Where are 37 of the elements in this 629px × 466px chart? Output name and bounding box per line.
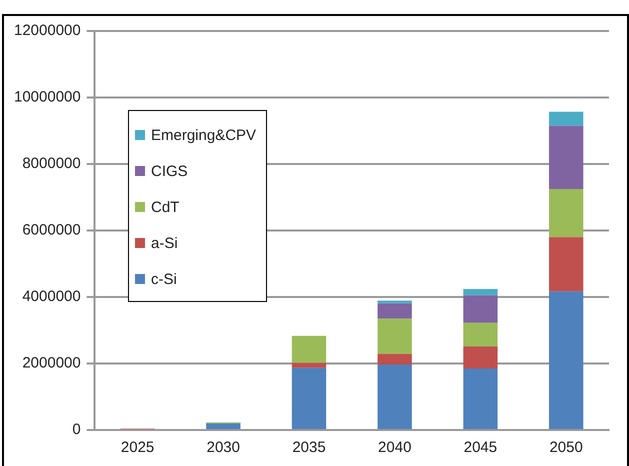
y-tick-label: 6000000	[22, 222, 81, 239]
legend-label: CIGS	[151, 162, 188, 180]
legend-label: Emerging&CPV	[151, 126, 256, 144]
bar	[378, 364, 412, 429]
bar	[463, 322, 498, 347]
y-tick-label: 0	[72, 421, 81, 438]
y-tick-label: 2000000	[22, 354, 81, 372]
bar	[549, 188, 584, 238]
bar	[292, 362, 326, 368]
x-tick-label: 2025	[120, 439, 154, 456]
bar	[292, 368, 326, 429]
bar	[463, 289, 498, 296]
bar	[463, 368, 498, 429]
x-tick-label: 2040	[378, 439, 412, 456]
y-tick-label: 8000000	[22, 155, 81, 172]
bar	[549, 291, 584, 429]
x-tick-label: 2035	[292, 439, 326, 456]
legend-label: a-Si	[151, 234, 178, 252]
x-tick-label: 2030	[206, 439, 240, 456]
bar	[549, 112, 584, 126]
y-tick-label: 10000000	[14, 88, 81, 106]
y-tick-label: 12000000	[14, 22, 81, 40]
bar	[378, 303, 412, 319]
bar	[549, 126, 584, 189]
x-tick-label: 2045	[464, 439, 498, 456]
bar	[292, 336, 326, 363]
bar	[463, 295, 498, 323]
bar	[463, 346, 498, 368]
legend-label: CdT	[151, 198, 180, 216]
y-tick-label: 4000000	[22, 288, 81, 306]
bar	[378, 318, 412, 354]
bar	[549, 237, 584, 292]
bar	[206, 423, 240, 429]
bar	[378, 354, 412, 364]
legend-label: c-Si	[151, 270, 177, 288]
bar	[378, 300, 412, 304]
x-tick-label: 2050	[549, 439, 583, 456]
